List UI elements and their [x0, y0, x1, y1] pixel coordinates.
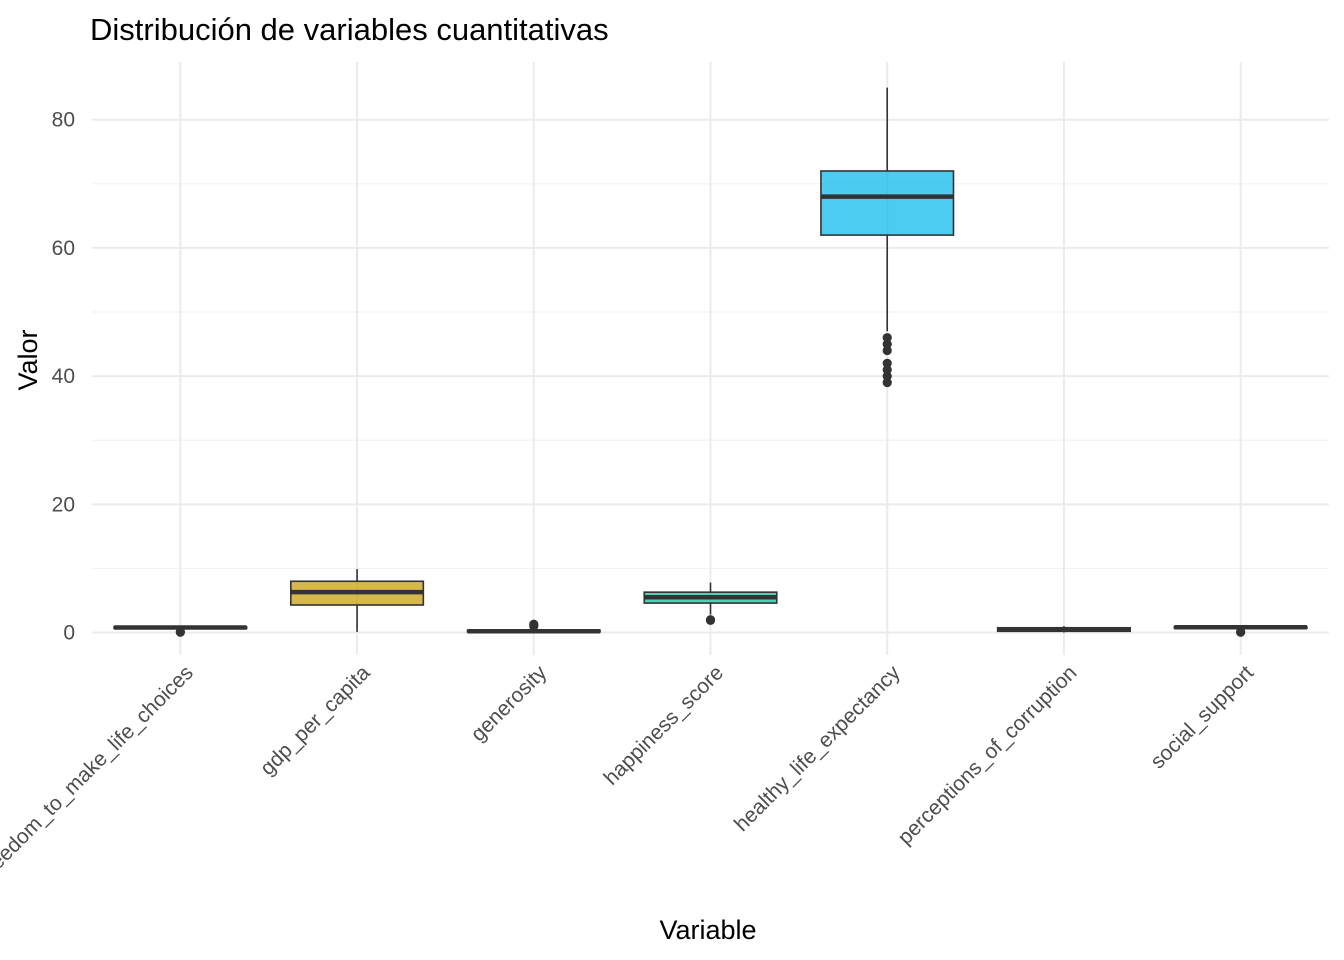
y-tick-label: 80	[52, 109, 75, 132]
x-tick-label: gdp_per_capita	[256, 661, 375, 780]
outlier-point	[882, 371, 892, 381]
outlier-point	[882, 339, 892, 349]
y-tick-label: 20	[52, 493, 75, 516]
box-generosity	[466, 619, 601, 634]
y-axis-title: Valor	[13, 329, 43, 390]
box-iqr	[820, 170, 955, 236]
grid-layer	[92, 62, 1329, 655]
outlier-point	[529, 619, 539, 629]
y-tick-label: 40	[52, 365, 75, 388]
outlier-point	[175, 627, 185, 637]
x-tick-label: happiness_score	[599, 661, 728, 790]
box-freedom_to_make_life_choices	[113, 625, 248, 637]
outlier-point	[1236, 627, 1246, 637]
outlier-point	[882, 358, 892, 368]
chart-title: Distribución de variables cuantitativas	[90, 12, 609, 47]
y-tick-label: 60	[52, 237, 75, 260]
x-axis-title: Variable	[659, 915, 756, 945]
box-perceptions_of_corruption	[996, 626, 1131, 633]
box-social_support	[1173, 625, 1308, 637]
box-happiness_score	[643, 582, 778, 625]
x-tick-label: freedom_to_make_life_choices	[0, 661, 198, 883]
outlier-point	[882, 345, 892, 356]
outlier-point	[882, 377, 892, 388]
x-tick-label: perceptions_of_corruption	[893, 661, 1081, 849]
box-healthy_life_expectancy	[820, 87, 955, 388]
outlier-point	[882, 333, 892, 343]
y-tick-label: 0	[63, 622, 75, 645]
outlier-point	[882, 365, 892, 375]
outlier-point	[705, 615, 716, 625]
label-layer: Distribución de variables cuantitativas …	[0, 12, 1258, 945]
box-layer	[113, 87, 1308, 637]
x-tick-label: generosity	[467, 661, 552, 746]
box-gdp_per_capita	[290, 569, 425, 632]
x-tick-label: social_support	[1146, 661, 1258, 773]
x-tick-label: healthy_life_expectancy	[730, 661, 905, 836]
